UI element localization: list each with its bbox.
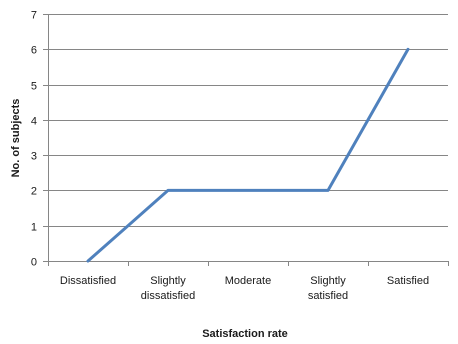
x-tick-label: Satisfied <box>387 275 429 287</box>
y-tick-label: 6 <box>31 45 37 57</box>
gridlines <box>48 14 448 262</box>
series-layer <box>86 47 410 263</box>
y-tick-label: 1 <box>31 222 37 234</box>
y-tick-label: 2 <box>31 186 37 198</box>
y-tick-label: 5 <box>31 81 37 93</box>
x-axis-title: Satisfaction rate <box>202 328 288 340</box>
x-tick-label: Slightly dissatisfied <box>141 275 195 302</box>
x-tick-label: Dissatisfied <box>60 275 116 287</box>
x-tick-label: Moderate <box>225 275 271 287</box>
series-line-0 <box>86 47 410 263</box>
x-axis-ticks: Dissatisfied Slightly dissatisfied Moderate… <box>48 261 449 302</box>
y-axis-title: No. of subjects <box>10 99 22 178</box>
x-tick-label: Slightly satisfied <box>308 275 348 302</box>
y-tick-label: 0 <box>31 257 37 269</box>
y-axis-ticks: 0 1 2 3 4 5 6 7 <box>31 10 48 269</box>
y-tick-label: 7 <box>31 10 37 22</box>
y-tick-label: 4 <box>31 116 37 128</box>
y-tick-label: 3 <box>31 151 37 163</box>
